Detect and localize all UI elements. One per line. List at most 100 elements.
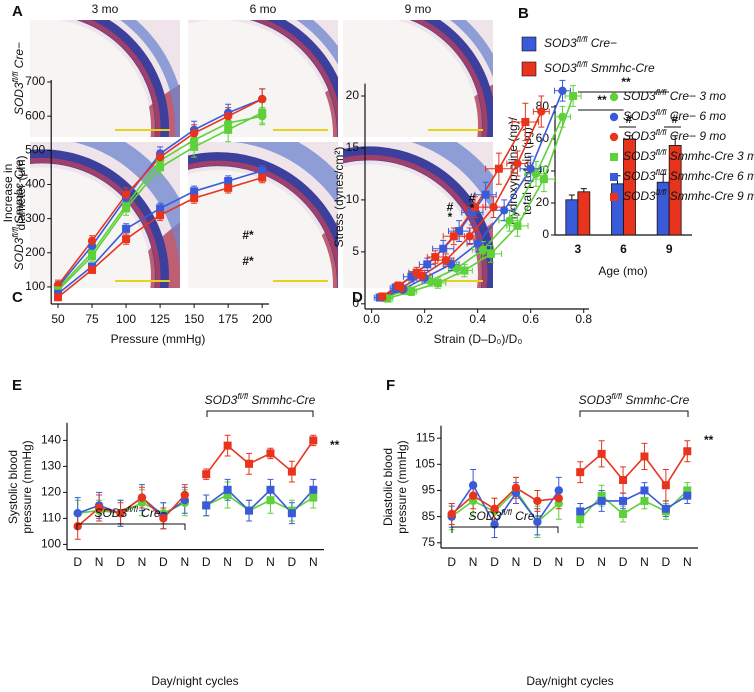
y-tick-label: 500 bbox=[25, 142, 45, 156]
column-label: 6 mo bbox=[250, 2, 277, 16]
data-point bbox=[258, 166, 267, 175]
x-tick-label: D bbox=[447, 555, 456, 569]
data-point bbox=[468, 481, 478, 490]
data-point bbox=[202, 501, 211, 510]
y-axis-label: Systolic blood bbox=[6, 450, 20, 524]
media bbox=[77, 20, 161, 137]
x-tick-label: N bbox=[597, 555, 606, 569]
data-point bbox=[661, 481, 670, 490]
x-tick-label: N bbox=[223, 555, 232, 569]
micrograph bbox=[188, 142, 338, 288]
legend-label: SOD3fl/fl Smmhc-Cre 3 mo bbox=[623, 147, 754, 163]
x-tick-label: 6 bbox=[620, 242, 627, 256]
data-point bbox=[533, 496, 542, 506]
y-tick-label: 95 bbox=[422, 483, 436, 497]
annotation: # bbox=[672, 112, 679, 126]
x-tick-label: 175 bbox=[218, 312, 238, 326]
y-tick-label: 75 bbox=[422, 535, 436, 549]
error-bar bbox=[568, 194, 575, 200]
data-point bbox=[460, 266, 469, 275]
legend-label: SOD3fl/fl Smmhc-Cre 9 mo bbox=[623, 187, 754, 203]
data-point bbox=[155, 152, 165, 162]
group-bracket bbox=[579, 410, 689, 417]
series-line bbox=[451, 489, 560, 523]
data-point bbox=[531, 169, 541, 179]
annotation: # bbox=[447, 200, 454, 214]
data-point bbox=[378, 292, 387, 301]
group-label: SOD3fl/fl Cre− bbox=[94, 504, 167, 520]
media bbox=[30, 157, 161, 288]
data-point bbox=[537, 107, 546, 116]
y-tick-label: 5 bbox=[352, 244, 359, 258]
data-point bbox=[87, 236, 97, 246]
media bbox=[343, 154, 488, 288]
y-tick-label: 120 bbox=[41, 485, 61, 499]
annotation: #* bbox=[242, 228, 254, 242]
annotation: * bbox=[448, 210, 453, 224]
data-point bbox=[245, 459, 254, 468]
data-point bbox=[287, 467, 296, 476]
bar bbox=[565, 199, 579, 236]
x-tick-label: N bbox=[180, 555, 189, 569]
data-point bbox=[258, 173, 267, 182]
x-axis-label: Pressure (mmHg) bbox=[111, 332, 206, 346]
y-tick-label: 400 bbox=[25, 177, 45, 191]
x-axis-label: Day/night cycles bbox=[526, 674, 613, 688]
y-tick-label: 100 bbox=[41, 537, 61, 551]
x-axis-label: Age (mo) bbox=[598, 264, 647, 278]
x-tick-label: D bbox=[490, 555, 499, 569]
data-point bbox=[180, 490, 189, 500]
x-axis-label: Day/night cycles bbox=[151, 674, 238, 688]
y-tick-label: 130 bbox=[41, 459, 61, 473]
data-point bbox=[309, 485, 318, 494]
y-tick-label: 15 bbox=[346, 140, 360, 154]
y-tick-label: 20 bbox=[536, 195, 550, 209]
legend-marker bbox=[610, 173, 618, 181]
data-point bbox=[489, 202, 498, 212]
x-tick-label: D bbox=[662, 555, 671, 569]
y-axis-label: Diastolic blood bbox=[381, 448, 395, 526]
data-point bbox=[558, 112, 567, 121]
x-tick-label: 75 bbox=[85, 312, 99, 326]
data-point bbox=[473, 239, 482, 248]
data-point bbox=[511, 483, 521, 493]
legend-label: SOD3fl/fl Smmhc-Cre bbox=[544, 59, 655, 75]
lumen bbox=[188, 20, 333, 137]
legend-label: SOD3fl/fl Cre− bbox=[544, 34, 617, 50]
data-point bbox=[54, 293, 63, 302]
x-tick-label: D bbox=[116, 555, 125, 569]
data-point bbox=[640, 496, 649, 505]
x-tick-label: 0.8 bbox=[575, 312, 592, 326]
lumen bbox=[30, 20, 151, 137]
data-point bbox=[597, 491, 606, 500]
group-bracket bbox=[76, 523, 186, 530]
data-point bbox=[468, 208, 477, 217]
x-tick-label: N bbox=[138, 555, 147, 569]
x-tick-label: N bbox=[554, 555, 563, 569]
micrograph bbox=[30, 20, 180, 137]
micrograph bbox=[30, 142, 180, 288]
data-point bbox=[661, 504, 670, 513]
x-tick-label: 0.0 bbox=[363, 312, 380, 326]
data-point bbox=[223, 111, 233, 121]
group-bracket bbox=[206, 410, 314, 417]
x-tick-label: D bbox=[576, 555, 585, 569]
data-point bbox=[190, 187, 199, 196]
data-point bbox=[223, 491, 232, 499]
series-line bbox=[579, 450, 688, 487]
bar bbox=[577, 191, 591, 236]
vessel-wall bbox=[188, 152, 338, 288]
data-point bbox=[533, 517, 542, 527]
data-point bbox=[224, 125, 233, 134]
x-tick-label: 100 bbox=[116, 312, 136, 326]
legend-marker bbox=[609, 112, 619, 122]
x-tick-label: N bbox=[266, 555, 275, 569]
y-axis-label: pressure (mmHg) bbox=[20, 440, 34, 533]
data-point bbox=[619, 510, 628, 519]
panel-letter: C bbox=[12, 289, 23, 306]
data-point bbox=[266, 496, 275, 505]
panel-letter: F bbox=[386, 377, 395, 394]
panel-letter: D bbox=[352, 289, 363, 306]
data-point bbox=[433, 279, 442, 288]
